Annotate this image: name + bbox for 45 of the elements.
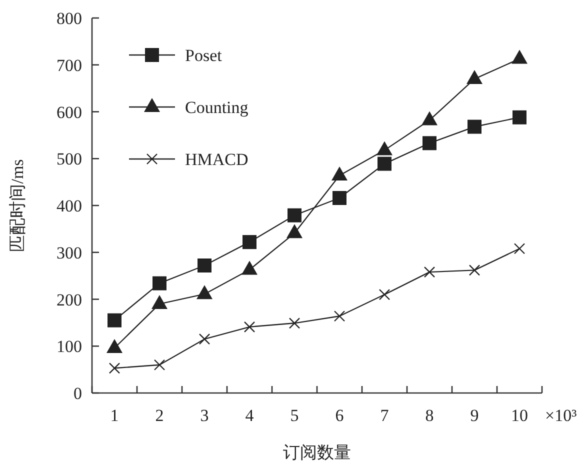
x-axis-title: 订阅数量: [283, 443, 351, 462]
legend-label: Poset: [185, 46, 222, 65]
point: [424, 266, 436, 278]
y-tick-label: 0: [74, 384, 82, 403]
point: [378, 156, 392, 171]
y-tick-label: 600: [56, 102, 82, 122]
point: [332, 191, 346, 205]
point: [288, 318, 300, 329]
x-tick-label: 6: [335, 406, 344, 425]
y-tick-label: 400: [56, 196, 82, 216]
x-tick-label: 8: [425, 406, 434, 425]
y-axis-title: 匹配时间/ms: [8, 159, 27, 252]
point: [244, 321, 256, 333]
point: [152, 276, 166, 290]
point: [512, 110, 526, 124]
text: ×10³: [545, 406, 577, 425]
x-tick-label: 3: [200, 406, 209, 425]
y-tick-label: 500: [56, 150, 82, 169]
point: [334, 310, 346, 322]
y-tick-label: 100: [56, 337, 82, 356]
point: [198, 333, 210, 345]
point: [288, 208, 302, 222]
x-tick-label: 9: [470, 406, 479, 425]
legend-label: HMACD: [185, 150, 248, 169]
x-tick-label: 10: [511, 406, 528, 425]
x-tick-label: 1: [110, 406, 119, 425]
point: [422, 136, 436, 150]
point: [108, 313, 122, 328]
y-tick-label: 800: [56, 9, 82, 28]
point: [108, 362, 120, 374]
x-tick-label: 2: [155, 406, 164, 425]
y-tick-label: 700: [56, 56, 82, 75]
point: [198, 258, 212, 272]
point: [378, 288, 390, 300]
point: [242, 235, 256, 250]
y-tick-label: 200: [56, 290, 82, 310]
point: [468, 264, 480, 276]
point: [514, 243, 526, 254]
legend-label: Counting: [185, 98, 249, 117]
point: [154, 359, 166, 370]
x-tick-label: 4: [245, 406, 254, 425]
x-tick-label: 5: [290, 406, 299, 425]
y-tick-label: 300: [56, 243, 82, 262]
x-tick-label: 7: [380, 406, 390, 425]
point: [468, 120, 482, 134]
